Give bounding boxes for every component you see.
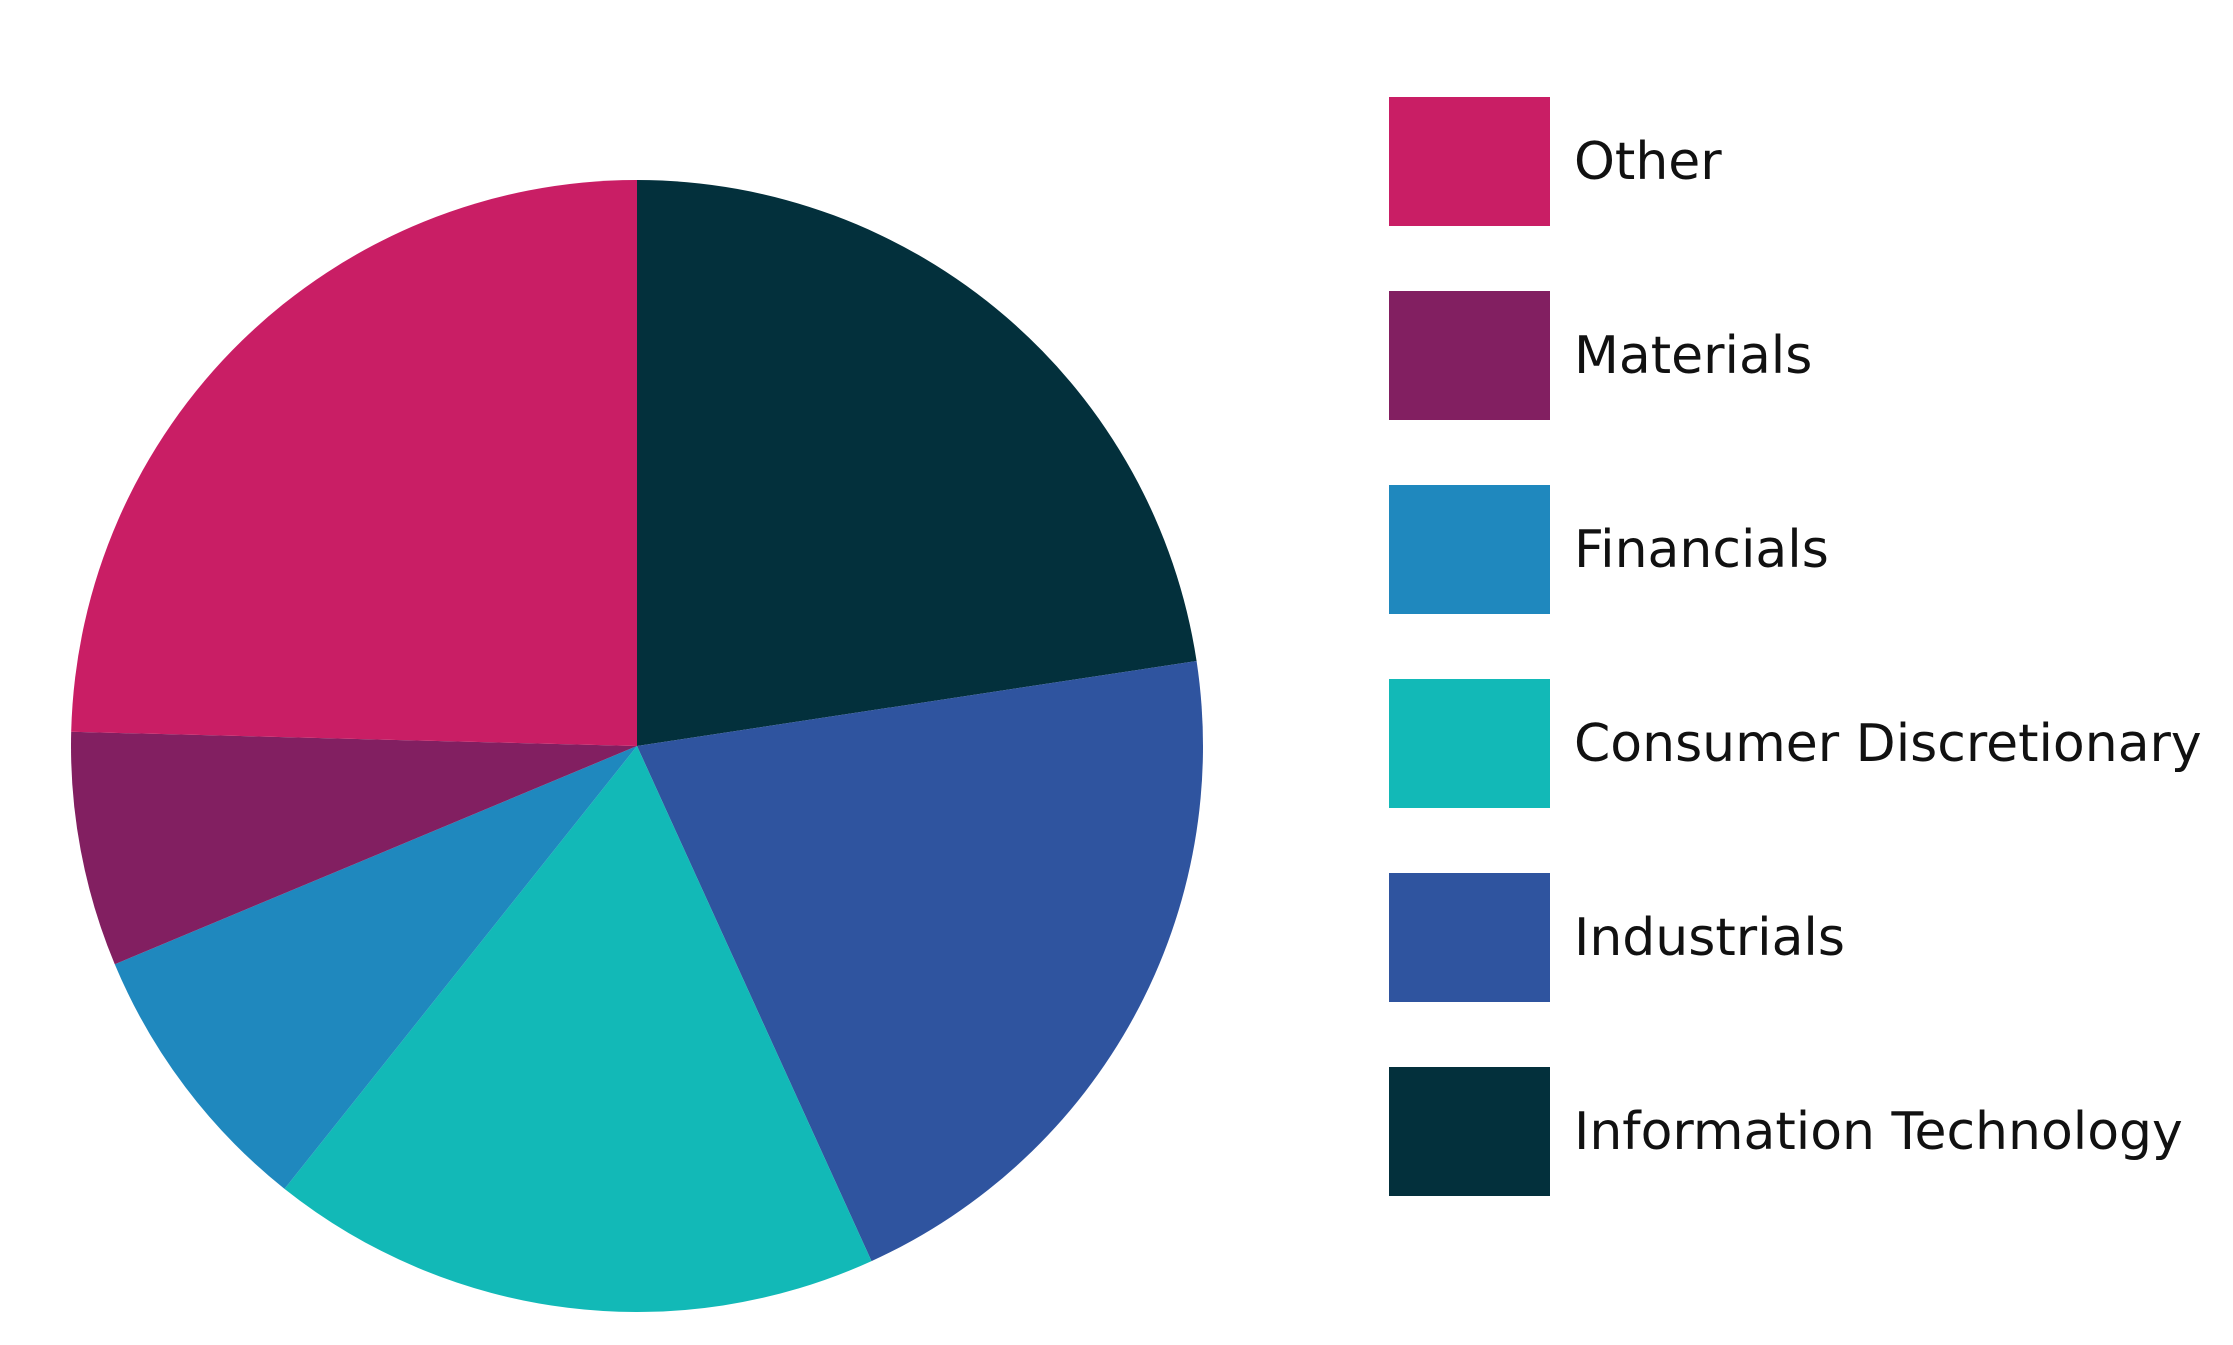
legend-swatch-consumer-discretionary [1389,679,1550,808]
pie-slice-other [71,180,637,746]
legend-item-other: Other [1389,97,2202,226]
pie-slice-financials [114,746,638,1189]
legend-label-other: Other [1574,131,1722,192]
legend-swatch-industrials [1389,873,1550,1002]
legend-item-financials: Financials [1389,485,2202,614]
legend-swatch-information-technology [1389,1067,1550,1196]
legend-swatch-financials [1389,485,1550,614]
legend-swatch-materials [1389,291,1550,420]
legend-item-information-technology: Information Technology [1389,1067,2202,1196]
legend-item-industrials: Industrials [1389,873,2202,1002]
pie-slice-information-technology [637,180,1197,746]
legend-swatch-other [1389,97,1550,226]
legend-label-industrials: Industrials [1574,907,1845,968]
legend-item-materials: Materials [1389,291,2202,420]
pie-plot-area [71,180,1203,1312]
pie-slice-consumer-discretionary [284,746,872,1312]
legend-item-consumer-discretionary: Consumer Discretionary [1389,679,2202,808]
pie-slice-industrials [637,660,1203,1262]
legend-label-information-technology: Information Technology [1574,1101,2183,1162]
legend-label-consumer-discretionary: Consumer Discretionary [1574,713,2202,774]
pie-slice-materials [71,731,638,965]
legend-label-materials: Materials [1574,325,1813,386]
legend: Other Materials Financials Consumer Discret… [1389,97,2202,1261]
legend-label-financials: Financials [1574,519,1829,580]
